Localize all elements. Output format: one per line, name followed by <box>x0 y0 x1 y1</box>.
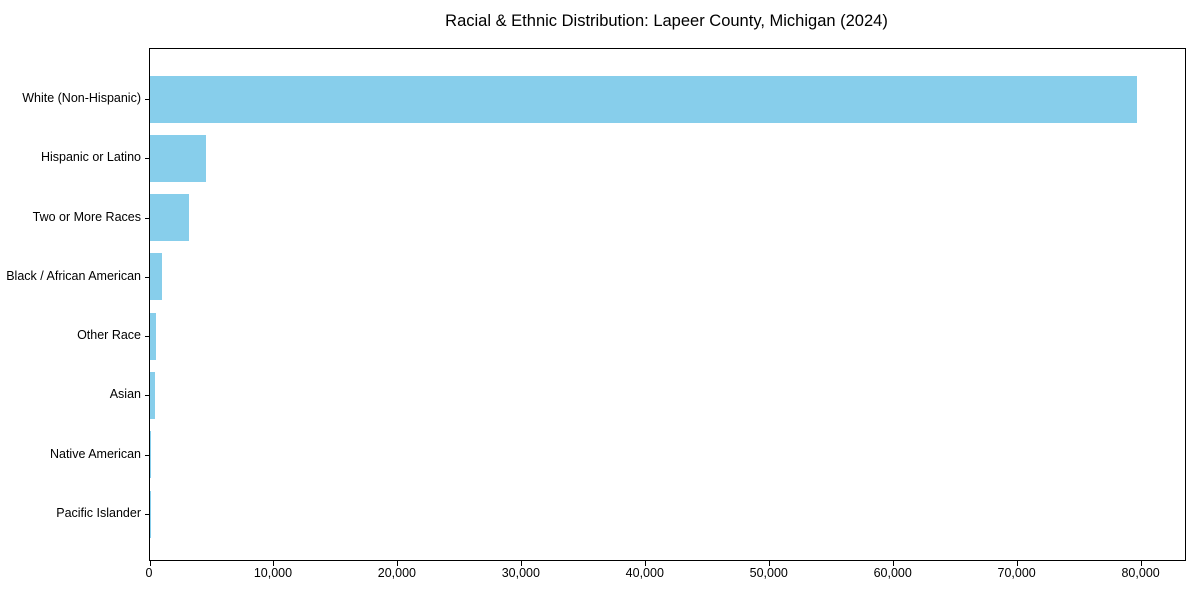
bar-asian <box>150 371 156 419</box>
x-axis-tick-label: 20,000 <box>377 566 416 580</box>
chart-title: Racial & Ethnic Distribution: Lapeer Cou… <box>445 12 888 30</box>
bar-black-african-american <box>150 253 162 301</box>
x-axis-tick-label: 40,000 <box>625 566 664 580</box>
x-axis-tick <box>397 561 399 566</box>
bar-hispanic-or-latino <box>150 134 207 182</box>
x-axis-tick-label: 60,000 <box>873 566 912 580</box>
x-axis-tick-label: 70,000 <box>997 566 1036 580</box>
y-axis-tick <box>145 395 149 397</box>
y-axis-tick <box>145 99 149 100</box>
x-axis-tick <box>893 561 895 566</box>
x-axis-tick <box>1017 561 1019 566</box>
x-axis-tick-label: 10,000 <box>253 566 293 580</box>
x-axis-tick <box>273 561 275 566</box>
x-axis-tick-label: 50,000 <box>749 566 788 580</box>
x-axis-tick <box>769 561 771 566</box>
bar-two-or-more-races <box>150 194 189 242</box>
y-axis-tick <box>145 514 149 516</box>
x-axis-tick-label: 30,000 <box>501 566 540 580</box>
y-axis-tick <box>145 454 149 456</box>
y-axis-label: Asian <box>109 387 141 402</box>
y-axis-label: Other Race <box>77 328 141 343</box>
x-axis-tick-label: 0 <box>145 566 153 580</box>
y-axis-label: Hispanic or Latino <box>40 150 141 165</box>
y-axis-label: White (Non-Hispanic) <box>22 91 141 105</box>
bar-other-race <box>150 312 157 360</box>
x-axis-tick <box>645 561 647 566</box>
y-axis-tick <box>145 158 149 160</box>
x-axis-tick <box>149 561 151 566</box>
y-axis-label: Black / African American <box>6 268 141 283</box>
y-axis-label: Two or More Races <box>32 209 141 224</box>
bar-white-non-hispanic <box>150 75 1137 123</box>
x-axis-tick <box>521 561 523 566</box>
y-axis-label: Pacific Islander <box>56 506 141 521</box>
x-axis-tick <box>1141 561 1143 566</box>
plot-area <box>145 48 1186 566</box>
x-axis-tick-label: 80,000 <box>1121 566 1160 580</box>
y-axis-tick <box>145 276 149 278</box>
y-axis-label: Native American <box>49 446 141 461</box>
y-axis-tick <box>145 336 149 338</box>
y-axis-tick <box>145 217 149 219</box>
